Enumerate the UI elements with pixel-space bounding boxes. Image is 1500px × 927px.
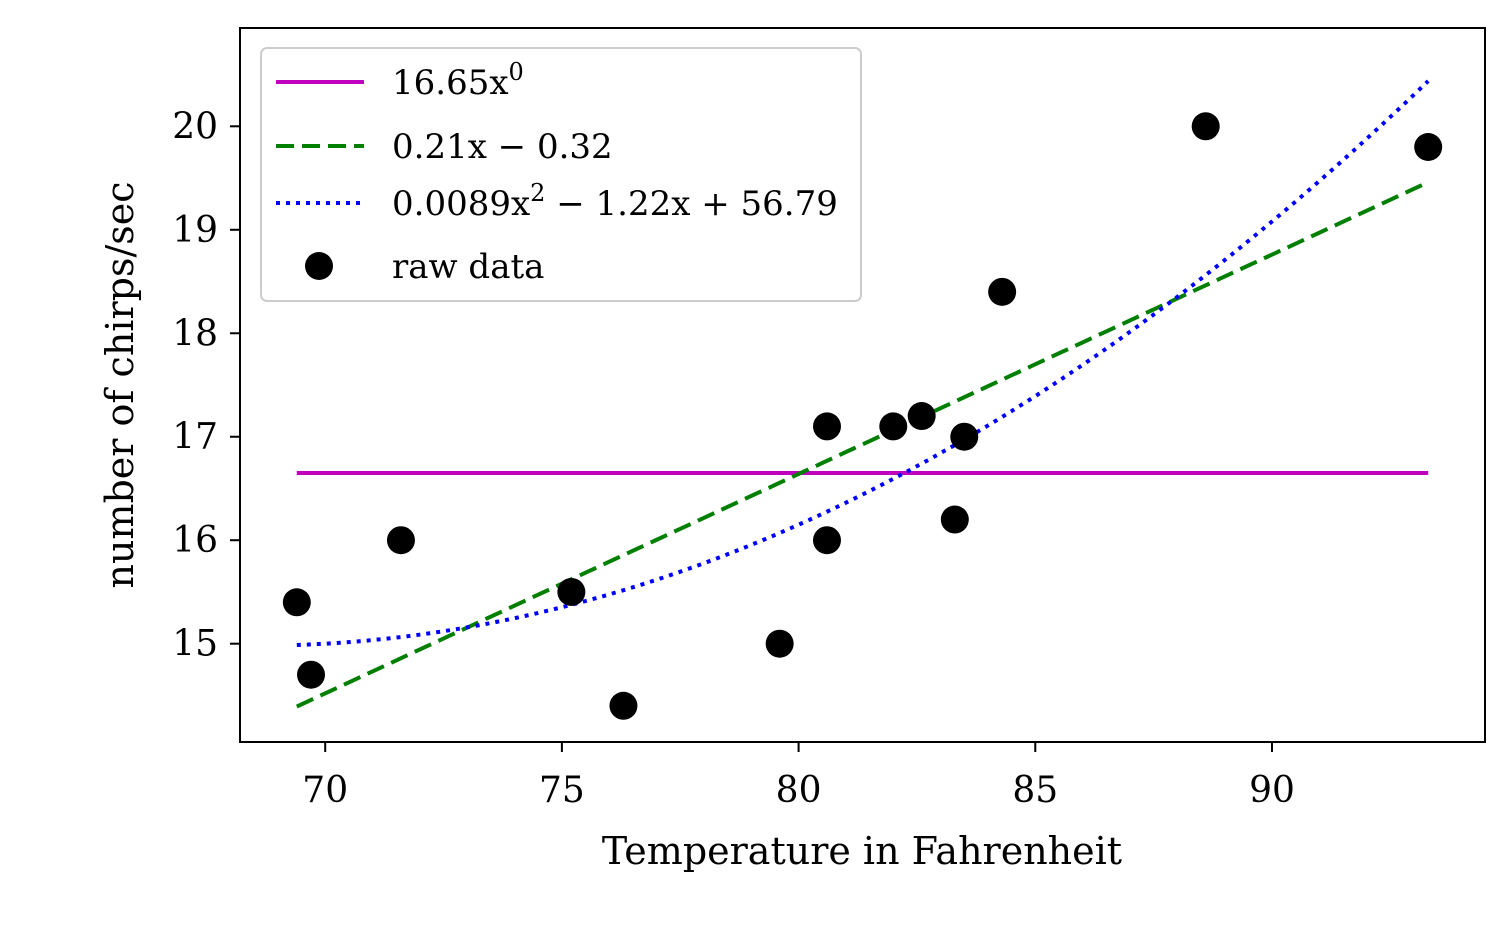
y-tick-label: 15 [172, 624, 218, 665]
legend-box [260, 47, 862, 302]
x-tick-label: 90 [1249, 770, 1295, 811]
y-tick-label: 16 [172, 520, 218, 561]
x-axis-label: Temperature in Fahrenheit [602, 829, 1122, 873]
data-point [282, 588, 311, 617]
y-tick-label: 18 [172, 313, 218, 354]
x-tick-label: 70 [302, 770, 348, 811]
data-point [609, 691, 638, 720]
data-points [282, 112, 1443, 720]
data-point [297, 660, 326, 689]
legend-label-1: 0.21x − 0.32 [392, 127, 613, 167]
data-point [907, 402, 936, 431]
plot-frame [239, 27, 1486, 743]
legend-swatch-3 [305, 252, 333, 280]
legend-label-3: raw data [392, 247, 544, 287]
x-tick-label: 80 [776, 770, 822, 811]
y-tick-label: 20 [172, 106, 218, 147]
data-point [879, 412, 908, 441]
data-point [1414, 133, 1443, 161]
data-point [988, 277, 1017, 306]
legend: 16.65x0 0.21x − 0.32 0.0089x2 − 1.22x + 56… [260, 47, 862, 302]
data-point [812, 526, 841, 555]
y-tick-label: 17 [172, 417, 218, 458]
data-point [950, 422, 979, 451]
data-point [386, 526, 415, 555]
y-axis-ticks: 15 16 17 18 19 20 [172, 106, 240, 665]
data-point [812, 412, 841, 441]
x-axis-ticks: 70 75 80 85 90 [302, 742, 1295, 811]
fit-line-2 [296, 79, 1430, 647]
data-point [557, 577, 586, 606]
y-tick-label: 19 [172, 210, 218, 251]
y-axis-label: number of chirps/sec [98, 181, 142, 588]
x-tick-label: 85 [1012, 770, 1058, 811]
x-tick-label: 75 [539, 770, 585, 811]
legend-label-2: 0.0089x2 − 1.22x + 56.79 [392, 179, 838, 224]
legend-label-0: 16.65x0 [392, 58, 524, 103]
data-point [765, 629, 794, 658]
fit-lines [295, 79, 1430, 709]
data-point [1191, 112, 1220, 141]
data-point [940, 505, 969, 534]
